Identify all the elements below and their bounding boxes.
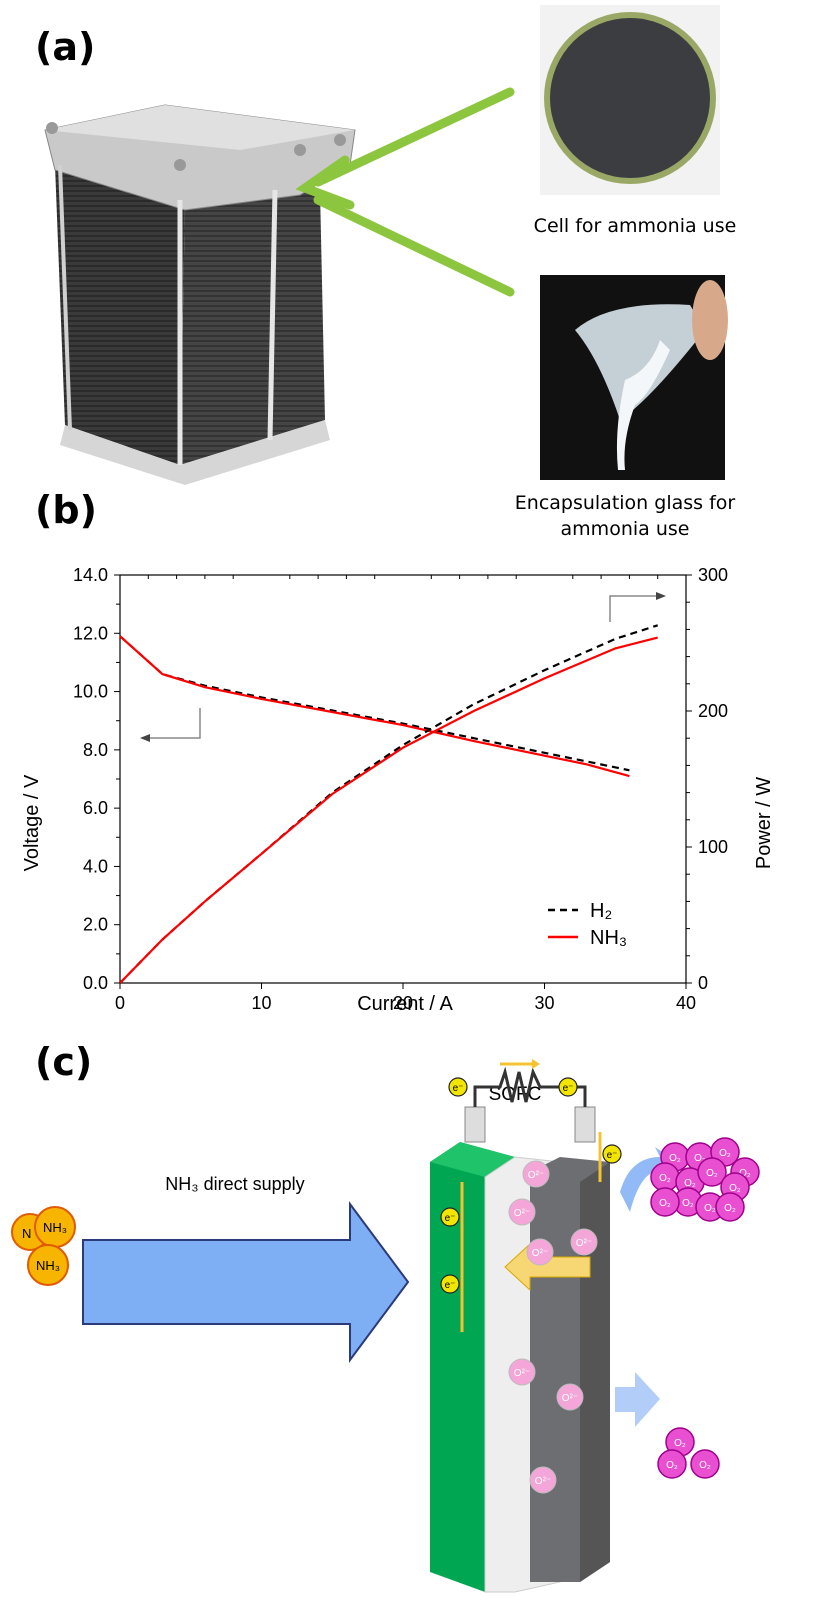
svg-text:O₂: O₂ — [704, 1203, 716, 1214]
supply-arrow — [82, 1200, 410, 1364]
cell-caption: Cell for ammonia use — [533, 215, 737, 237]
pointer-arrows — [295, 87, 515, 297]
svg-text:O²⁻: O²⁻ — [514, 1368, 530, 1379]
legend-nh3-label: NH₃ — [590, 927, 627, 949]
series-line-power-nh3 — [119, 636, 658, 984]
svg-text:NH₃: NH₃ — [43, 1220, 67, 1235]
o2-molecule: O₂ — [650, 1187, 680, 1217]
oxide-ion: O²⁻ — [508, 1358, 536, 1386]
svg-text:O²⁻: O²⁻ — [528, 1170, 544, 1181]
svg-text:O₂: O₂ — [659, 1173, 671, 1184]
oxide-ion: O²⁻ — [508, 1198, 536, 1226]
electron: e⁻ — [558, 1077, 578, 1097]
y2-axis-label: Power / W — [753, 777, 775, 869]
y-tick-label: 14.0 — [73, 565, 108, 585]
svg-text:O²⁻: O²⁻ — [532, 1248, 548, 1259]
svg-text:O₂: O₂ — [682, 1198, 694, 1209]
power-axis-indicator — [609, 595, 660, 622]
o2-outflow-arrow-lower — [615, 1372, 660, 1427]
panel-a-label: (a) — [35, 25, 96, 69]
panel-b-label: (b) — [35, 488, 97, 532]
electron: e⁻ — [602, 1144, 622, 1164]
y-tick-label: 0.0 — [83, 973, 108, 993]
y-axis-label: Voltage / V — [21, 774, 43, 871]
chart-legend: H₂ NH₃ — [548, 900, 627, 949]
panel-c-label: (c) — [35, 1040, 93, 1084]
x-tick-label: 30 — [534, 993, 554, 1013]
o2-molecule: O₂ — [697, 1157, 727, 1187]
oxide-ion: O²⁻ — [556, 1383, 584, 1411]
x-tick-label: 40 — [676, 993, 696, 1013]
svg-text:O₂: O₂ — [694, 1153, 706, 1164]
supply-label: NH₃ direct supply — [165, 1174, 304, 1194]
y-tick-label: 12.0 — [73, 623, 108, 643]
svg-text:N: N — [22, 1226, 31, 1241]
svg-text:NH₃: NH₃ — [36, 1258, 60, 1273]
glass-caption-line1: Encapsulation glass for — [514, 492, 736, 514]
y2-tick-label: 200 — [698, 701, 728, 721]
x-tick-label: 0 — [115, 993, 125, 1013]
y-tick-label: 4.0 — [83, 856, 108, 876]
x-tick-label: 10 — [251, 993, 271, 1013]
svg-text:O²⁻: O²⁻ — [514, 1208, 530, 1219]
y2-tick-label: 300 — [698, 565, 728, 585]
svg-text:O₂: O₂ — [684, 1178, 696, 1189]
oxide-ion: O²⁻ — [526, 1238, 554, 1266]
svg-text:O₂: O₂ — [729, 1183, 741, 1194]
iv-power-chart: 0 10 20 30 40 0.0 2.0 4.0 6.0 8.0 10.0 12.0 14.0 0 100… — [21, 565, 775, 1015]
oxide-ion: O²⁻ — [570, 1228, 598, 1256]
svg-text:O₂: O₂ — [659, 1198, 671, 1209]
svg-text:O₂: O₂ — [669, 1153, 681, 1164]
svg-text:O₂: O₂ — [666, 1460, 678, 1471]
legend-h2-label: H₂ — [590, 900, 612, 922]
svg-text:e⁻: e⁻ — [445, 1280, 456, 1291]
sofc-stack-photo — [44, 5, 728, 485]
svg-text:O₂: O₂ — [699, 1460, 711, 1471]
electron: e⁻ — [440, 1274, 460, 1294]
svg-text:e⁻: e⁻ — [563, 1083, 574, 1094]
svg-text:O₂: O₂ — [706, 1168, 718, 1179]
sofc-diagram: SOFC NH₃ direct supply N NH₃ NH₃ e⁻ e⁻e⁻e… — [11, 1059, 760, 1593]
svg-text:e⁻: e⁻ — [607, 1150, 618, 1161]
nh3-molecules: N NH₃ NH₃ — [11, 1206, 76, 1286]
svg-text:O₂: O₂ — [724, 1203, 736, 1214]
voltage-axis-indicator — [145, 708, 201, 739]
electron-markers: e⁻ e⁻ e⁻ e⁻ e⁻ — [440, 1077, 622, 1294]
svg-text:O₂: O₂ — [674, 1438, 686, 1449]
y-tick-label: 2.0 — [83, 915, 108, 935]
glass-caption-line2: ammonia use — [560, 518, 690, 540]
electron: e⁻ — [440, 1207, 460, 1227]
electron: e⁻ — [448, 1077, 468, 1097]
svg-text:e⁻: e⁻ — [445, 1213, 456, 1224]
x-tick-label: 20 — [393, 993, 413, 1013]
svg-text:O²⁻: O²⁻ — [562, 1393, 578, 1404]
series-line-voltage-nh3 — [119, 635, 630, 778]
y-tick-label: 8.0 — [83, 740, 108, 760]
y2-tick-label: 0 — [698, 973, 708, 993]
y2-tick-label: 100 — [698, 837, 728, 857]
y-tick-label: 6.0 — [83, 798, 108, 818]
series-line-power-h2 — [119, 624, 659, 984]
svg-text:O₂: O₂ — [719, 1148, 731, 1159]
svg-text:O²⁻: O²⁻ — [535, 1476, 551, 1487]
o2-molecule: O₂ — [690, 1449, 720, 1479]
external-circuit — [473, 1066, 587, 1107]
svg-text:O₂: O₂ — [739, 1168, 751, 1179]
oxide-ion: O²⁻ — [529, 1466, 557, 1494]
oxide-ion: O²⁻ — [522, 1160, 550, 1188]
y-tick-label: 10.0 — [73, 682, 108, 702]
oxide-ion-markers: O²⁻ O²⁻ O²⁻ O²⁻ O²⁻ O²⁻ O²⁻ — [508, 1160, 598, 1494]
o2-molecule: O₂ — [657, 1449, 687, 1479]
o2-molecule: O₂ — [715, 1192, 745, 1222]
svg-text:O²⁻: O²⁻ — [576, 1238, 592, 1249]
o2-molecule: O₂ — [650, 1162, 680, 1192]
svg-text:e⁻: e⁻ — [453, 1083, 464, 1094]
x-axis-label: Current / A — [357, 993, 453, 1015]
series-line-voltage-h2 — [119, 635, 630, 772]
